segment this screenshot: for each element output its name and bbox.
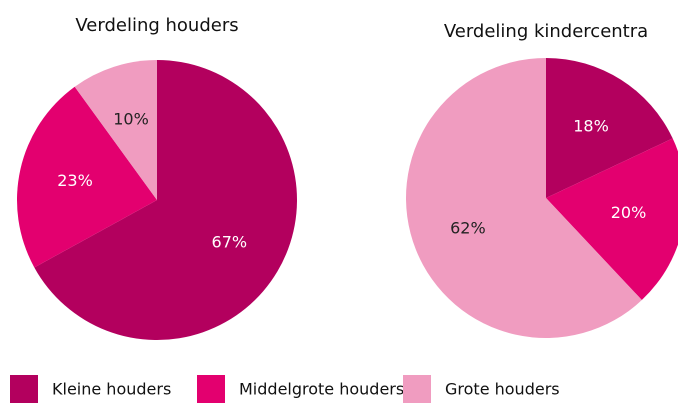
chart-title: Verdeling kindercentra bbox=[444, 21, 648, 42]
pie-slice bbox=[546, 58, 673, 198]
data-label: 20% bbox=[611, 203, 647, 222]
chart-title: Verdeling houders bbox=[75, 15, 238, 36]
legend-label: Kleine houders bbox=[52, 380, 171, 399]
data-label: 10% bbox=[113, 110, 149, 129]
pie-slice bbox=[34, 60, 297, 340]
pie-slice bbox=[74, 60, 157, 200]
pie-slice bbox=[546, 138, 678, 301]
legend-swatch bbox=[403, 375, 431, 403]
pie-slice bbox=[16, 86, 157, 268]
pie-slice bbox=[405, 57, 642, 338]
data-label: 67% bbox=[212, 232, 248, 251]
legend-label: Middelgrote houders bbox=[239, 380, 404, 399]
data-label: 62% bbox=[450, 218, 486, 237]
legend-swatch bbox=[10, 375, 38, 403]
data-label: 18% bbox=[573, 117, 609, 136]
legend-swatch bbox=[197, 375, 225, 403]
legend-label: Grote houders bbox=[445, 380, 560, 399]
data-label: 23% bbox=[57, 171, 93, 190]
